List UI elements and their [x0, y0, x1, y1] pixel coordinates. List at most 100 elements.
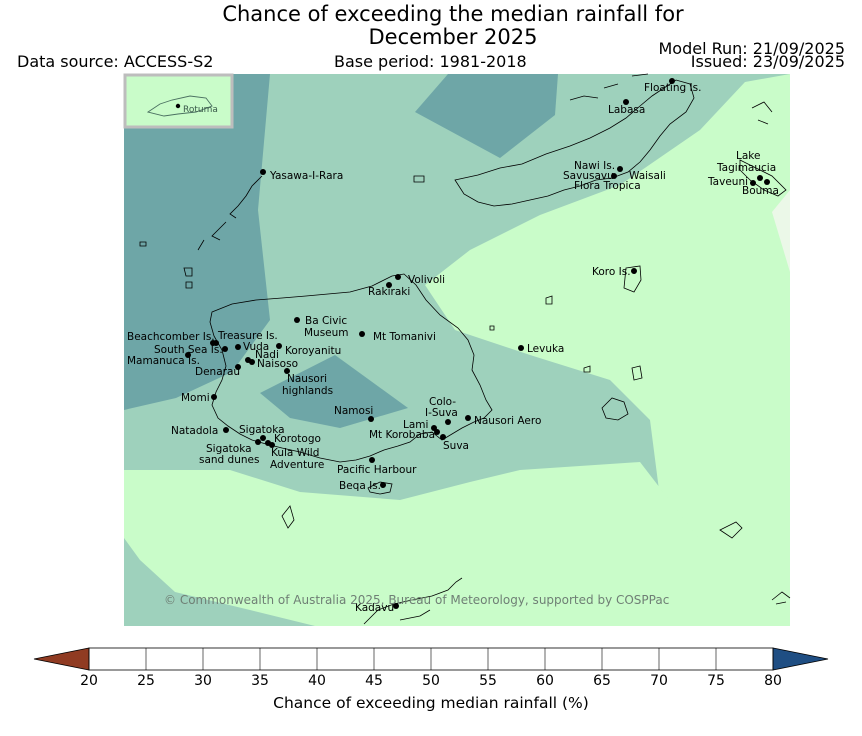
marker-taveuni [750, 180, 756, 186]
marker-floating-is [669, 78, 675, 84]
marker-sigatoka-dunes [255, 439, 261, 445]
place-label: sand dunes [199, 454, 259, 466]
inset-rotuma: Rotuma [123, 73, 234, 129]
rotuma-marker [175, 103, 181, 109]
title-line-2: December 2025 [368, 25, 538, 49]
colorbar-tick-label: 20 [80, 673, 98, 689]
island-coast [751, 101, 773, 125]
place-label: Pacific Harbour [337, 464, 417, 476]
marker-colo-i-suva [445, 419, 451, 425]
place-label: Nausori Aero [474, 415, 541, 427]
place-label: Flora Tropica [574, 180, 641, 192]
island-coast [771, 591, 791, 605]
marker-momi [211, 394, 217, 400]
region-60-65-east [425, 74, 790, 560]
place-label: Mt Tomanivi [373, 331, 436, 343]
marker-kula-wild [269, 442, 275, 448]
colorbar-cells [145, 648, 717, 670]
probability-fill [124, 74, 790, 626]
colorbar-tick-label: 50 [422, 673, 440, 689]
place-label: Mamanuca Is. [127, 355, 200, 367]
colorbar-tick-label: 55 [479, 673, 497, 689]
place-label: Museum [304, 327, 349, 339]
place-label: Beachcomber Is. [127, 331, 215, 343]
place-label: Denarau [195, 366, 240, 378]
island-coast [413, 175, 643, 381]
place-label: highlands [282, 385, 333, 397]
koro-coast [623, 265, 642, 293]
place-label: Naisoso [257, 358, 298, 370]
place-label: Waisali [629, 170, 666, 182]
marker-bouma [764, 179, 770, 185]
place-label: South Sea Is. [154, 344, 223, 356]
place-label: Korotogo [274, 433, 321, 445]
marker-denarau [235, 364, 241, 370]
place-label: Savusavu [563, 170, 614, 182]
copyright-credit: © Commonwealth of Australia 2025, Bureau… [164, 593, 670, 607]
colorbar-under-arrow [33, 647, 90, 671]
place-label: Nawi Is. [574, 160, 615, 172]
marker-volivoli [395, 274, 401, 280]
place-label: Lake [736, 150, 760, 162]
place-label: Kula Wild [271, 447, 319, 459]
place-label: Namosi [334, 405, 373, 417]
yasawa-coast [197, 175, 263, 251]
place-label: Natadola [171, 425, 218, 437]
place-label: Adventure [270, 459, 324, 471]
base-period: Base period: 1981-2018 [334, 52, 527, 71]
kadavu-coast [363, 577, 463, 625]
place-label: Kadavu [355, 602, 394, 614]
colorbar-tick-label: 65 [593, 673, 611, 689]
place-label: Sigatoka [206, 443, 252, 455]
marker-levuka [518, 345, 524, 351]
marker-nawi [617, 166, 623, 172]
marker-koroyanitu [276, 343, 282, 349]
island-coast [139, 241, 193, 289]
place-label: Floating Is. [644, 82, 701, 94]
marker-nausori-aero [465, 415, 471, 421]
coastlines [139, 73, 791, 625]
place-markers [185, 78, 770, 609]
marker-suva [440, 434, 446, 440]
reef-coast [569, 73, 649, 101]
colorbar-tick-label: 30 [194, 673, 212, 689]
place-label: Levuka [527, 343, 564, 355]
title-line-1: Chance of exceeding the median rainfall … [222, 2, 684, 26]
place-labels: Floating Is. Labasa Yasawa-I-Rara Nawi I… [127, 82, 779, 614]
colorbar-tick-label: 80 [764, 673, 782, 689]
place-label: Lami [403, 419, 428, 431]
marker-rakiraki [386, 282, 392, 288]
place-label: Sigatoka [239, 424, 285, 436]
region-60-65-south [124, 462, 790, 626]
vanua-levu-coast [454, 79, 695, 207]
place-label: Treasure Is. [217, 330, 278, 342]
colorbar-tick-label: 45 [365, 673, 383, 689]
marker-ba [294, 317, 300, 323]
place-label: Momi [181, 392, 210, 404]
place-label: Koro Is. [592, 266, 631, 278]
taveuni-coast [739, 159, 787, 197]
issued-date: Issued: 23/09/2025 [690, 52, 845, 71]
marker-mamanuca [185, 352, 191, 358]
marker-south-sea [222, 346, 228, 352]
region-55-60 [772, 190, 790, 272]
marker-namosi [368, 416, 374, 422]
marker-koro [631, 268, 637, 274]
island-coast [281, 505, 295, 529]
marker-natadola [223, 427, 229, 433]
place-label: Colo- [429, 396, 456, 408]
viti-levu-coast [209, 273, 493, 463]
colorbar-tick-label: 35 [251, 673, 269, 689]
beqa-coast [367, 481, 393, 495]
place-label: Mt Korobaba [369, 429, 435, 441]
place-label: I-Suva [425, 407, 458, 419]
marker-beqa [380, 482, 386, 488]
island-coast [719, 521, 743, 539]
marker-mt-korobaba [434, 429, 440, 435]
place-label: Yasawa-I-Rara [269, 170, 343, 182]
marker-vuda [235, 344, 241, 350]
place-label: Labasa [608, 104, 645, 116]
colorbar-tick-label: 60 [536, 673, 554, 689]
colorbar-tick-label: 25 [137, 673, 155, 689]
